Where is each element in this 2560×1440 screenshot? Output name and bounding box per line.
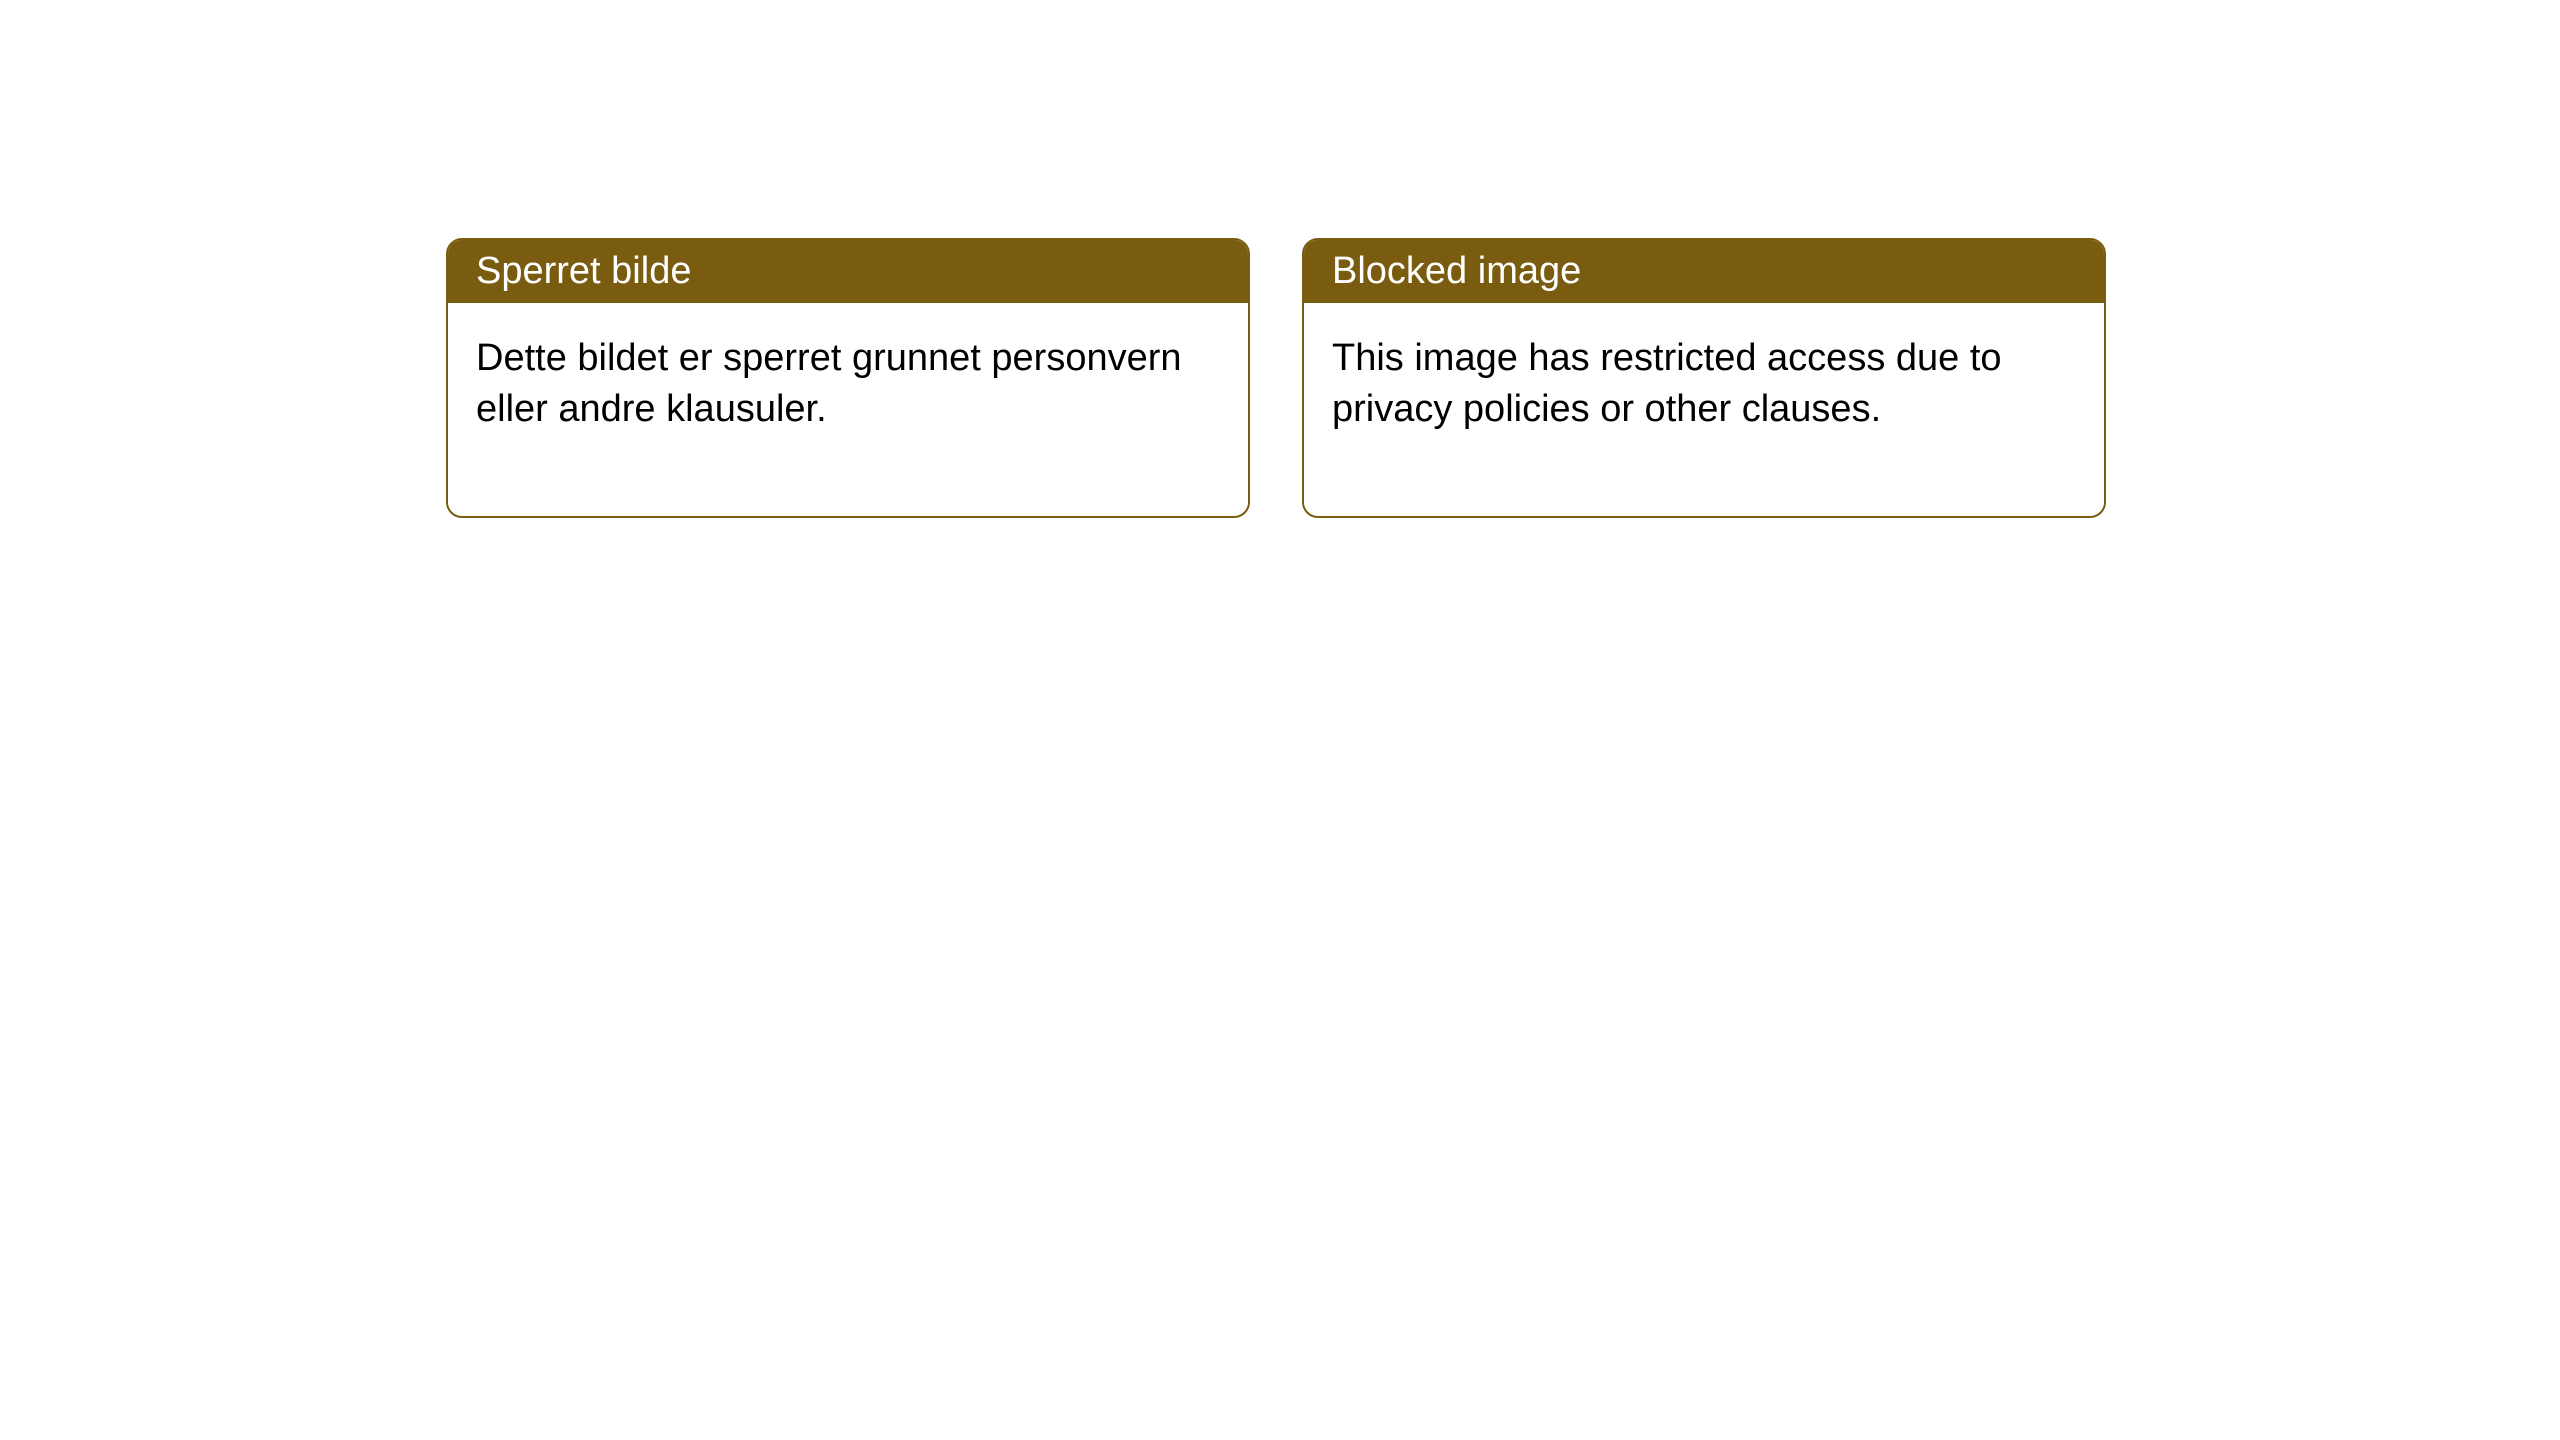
notice-card-title: Blocked image bbox=[1332, 250, 1581, 292]
notice-cards-container: Sperret bilde Dette bildet er sperret gr… bbox=[0, 0, 2560, 518]
notice-card-body: Dette bildet er sperret grunnet personve… bbox=[448, 303, 1248, 516]
notice-card-message: Dette bildet er sperret grunnet personve… bbox=[476, 337, 1182, 430]
notice-card-english: Blocked image This image has restricted … bbox=[1302, 238, 2106, 518]
notice-card-header: Sperret bilde bbox=[448, 240, 1248, 303]
notice-card-message: This image has restricted access due to … bbox=[1332, 337, 2002, 430]
notice-card-title: Sperret bilde bbox=[476, 250, 691, 292]
notice-card-body: This image has restricted access due to … bbox=[1304, 303, 2104, 516]
notice-card-header: Blocked image bbox=[1304, 240, 2104, 303]
notice-card-norwegian: Sperret bilde Dette bildet er sperret gr… bbox=[446, 238, 1250, 518]
